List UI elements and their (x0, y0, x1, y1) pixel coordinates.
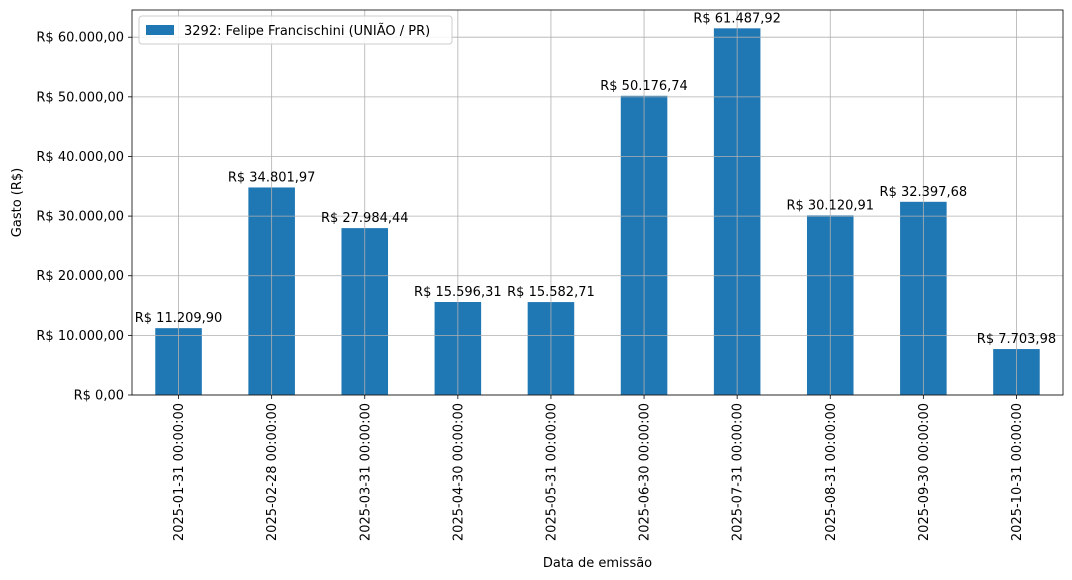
legend-swatch (146, 25, 174, 35)
y-tick-label: R$ 10.000,00 (36, 329, 124, 344)
data-label: R$ 34.801,97 (228, 170, 316, 185)
y-tick-label: R$ 0,00 (74, 389, 124, 404)
data-label: R$ 27.984,44 (321, 211, 409, 226)
x-tick-label: 2025-03-31 00:00:00 (358, 403, 373, 541)
x-tick-label: 2025-08-31 00:00:00 (824, 403, 839, 541)
y-axis-label: Gasto (R$) (10, 168, 25, 237)
legend-entry: 3292: Felipe Francischini (UNIÃO / PR) (184, 23, 430, 39)
x-tick-label: 2025-02-28 00:00:00 (265, 403, 280, 541)
data-label: R$ 50.176,74 (600, 79, 688, 94)
x-axis-label: Data de emissão (543, 556, 652, 571)
y-tick-label: R$ 40.000,00 (36, 150, 124, 165)
x-tick-label: 2025-05-31 00:00:00 (544, 403, 559, 541)
axis-ticks: R$ 0,00 R$ 10.000,00 R$ 20.000,00 R$ 30.000… (36, 31, 1025, 541)
y-tick-label: R$ 50.000,00 (36, 90, 124, 105)
y-tick-label: R$ 20.000,00 (36, 269, 124, 284)
x-tick-label: 2025-10-31 00:00:00 (1010, 403, 1025, 541)
data-label: R$ 61.487,92 (693, 11, 781, 26)
x-tick-label: 2025-01-31 00:00:00 (172, 403, 187, 541)
y-tick-label: R$ 60.000,00 (36, 31, 124, 46)
legend-box (138, 15, 453, 45)
bars (155, 28, 1040, 396)
data-label: R$ 32.397,68 (880, 185, 968, 200)
x-tick-label: 2025-09-30 00:00:00 (917, 403, 932, 541)
data-label: R$ 30.120,91 (786, 198, 874, 213)
grid-lines (132, 10, 1063, 396)
y-tick-label: R$ 30.000,00 (36, 210, 124, 225)
x-tick-label: 2025-04-30 00:00:00 (451, 403, 466, 541)
plot-frame (131, 9, 1064, 396)
data-label: R$ 15.582,71 (507, 285, 595, 300)
data-label: R$ 11.209,90 (135, 311, 223, 326)
data-label: R$ 15.596,31 (414, 285, 502, 300)
legend: 3292: Felipe Francischini (UNIÃO / PR) (138, 15, 453, 45)
x-tick-label: 2025-06-30 00:00:00 (638, 403, 653, 541)
data-labels: R$ 11.209,90 R$ 34.801,97 R$ 27.984,44 R$ 1… (135, 11, 1056, 347)
data-label: R$ 7.703,98 (977, 332, 1056, 347)
plot-border (131, 9, 1064, 396)
x-tick-label: 2025-07-31 00:00:00 (731, 403, 746, 541)
